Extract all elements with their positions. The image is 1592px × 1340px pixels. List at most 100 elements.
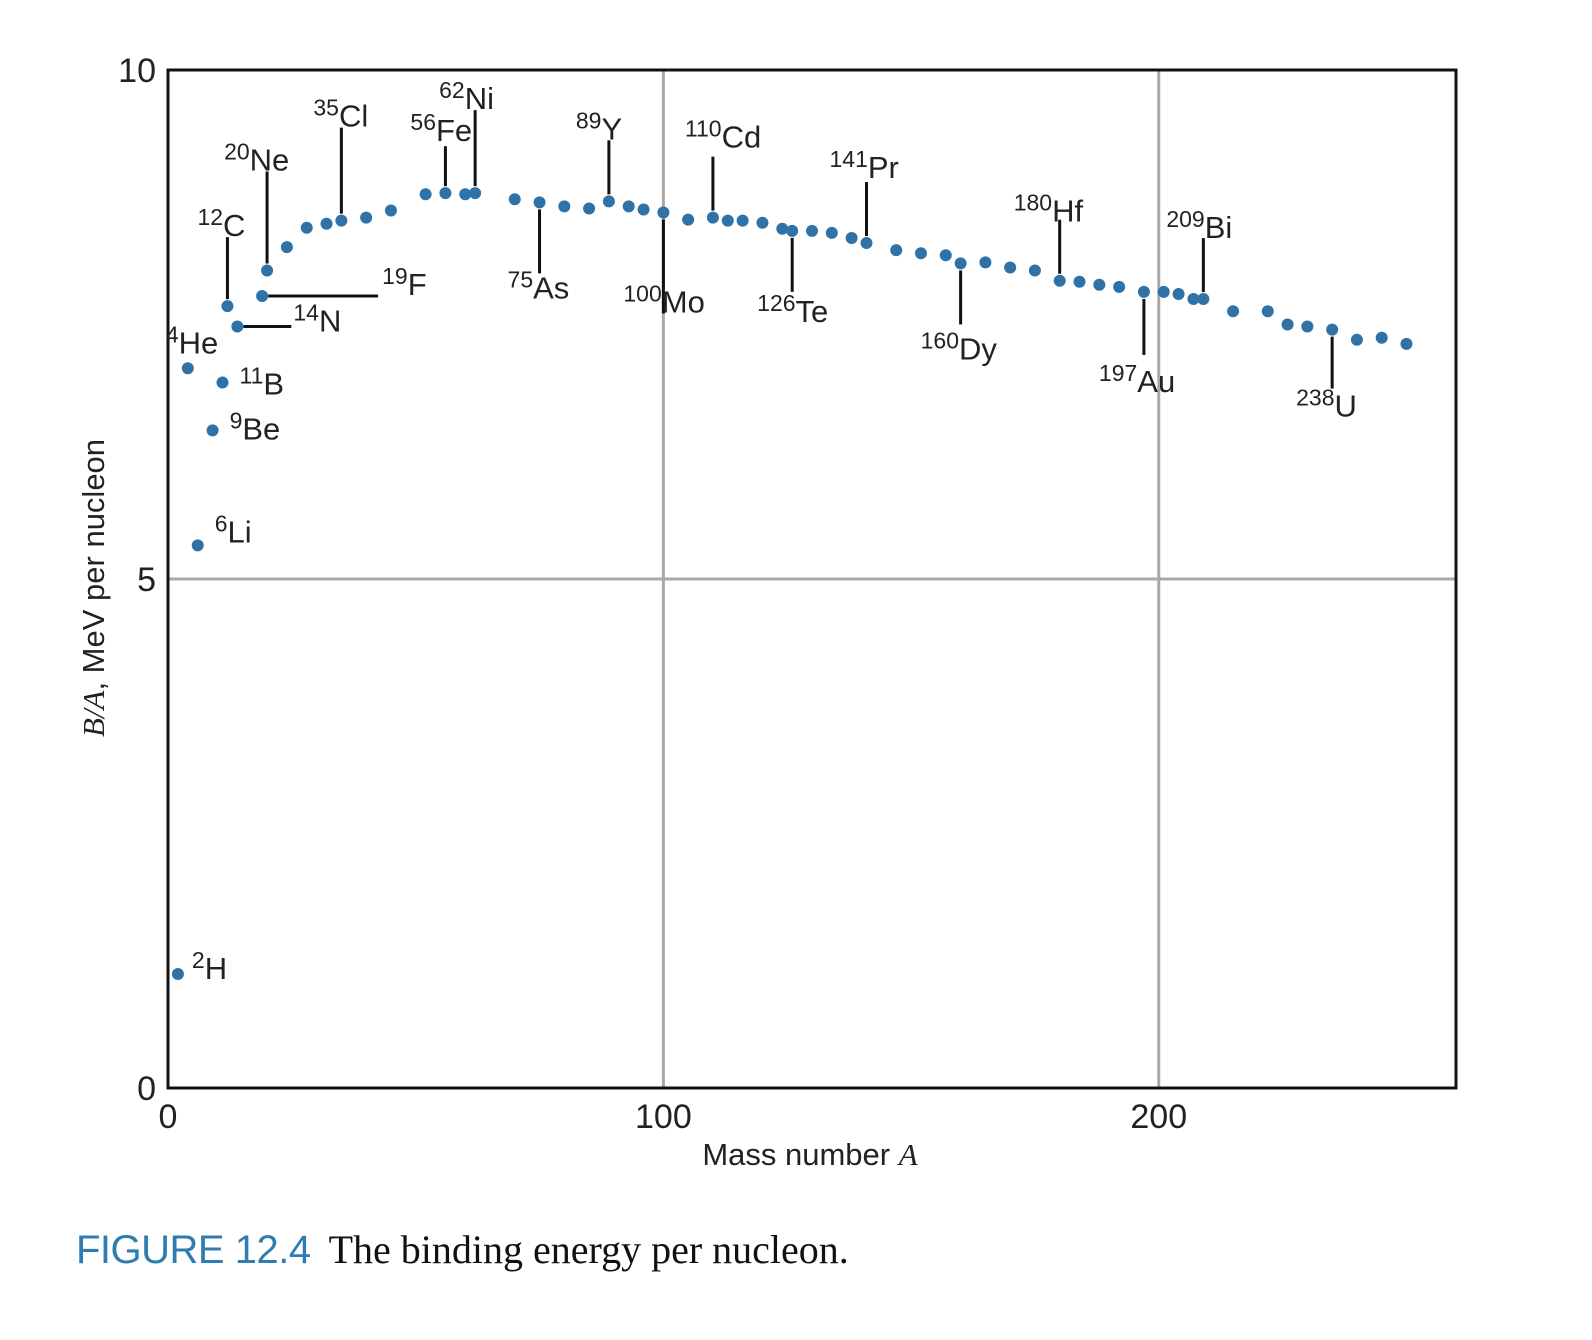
x-tick-label: 200	[1130, 1098, 1187, 1136]
nuclide-label-as: 75As	[508, 266, 570, 305]
data-point	[300, 221, 313, 234]
nuclide-label-b: 11B	[239, 363, 284, 402]
data-point	[459, 188, 472, 201]
data-point	[181, 362, 194, 375]
x-tick-label: 100	[635, 1098, 692, 1136]
nuclide-label-pr: 141Pr	[829, 146, 898, 185]
data-point	[637, 203, 650, 216]
nuclide-label-he: 4He	[166, 321, 218, 360]
data-point	[890, 244, 903, 257]
data-point	[231, 320, 244, 333]
nuclide-label-li: 6Li	[215, 510, 252, 549]
data-point	[1197, 293, 1210, 306]
x-axis-title: Mass number A	[702, 1137, 918, 1172]
data-point	[736, 214, 749, 227]
data-point	[216, 376, 229, 389]
data-point	[469, 187, 482, 200]
plot-frame	[166, 68, 1458, 1090]
data-point	[1281, 318, 1294, 331]
data-point	[954, 257, 967, 270]
figure-number: FIGURE 12.4	[76, 1228, 311, 1272]
data-point	[1227, 305, 1240, 318]
data-point	[360, 211, 373, 224]
nuclide-label-dy: 160Dy	[921, 327, 998, 366]
nuclide-label-y: 89Y	[576, 107, 622, 146]
data-point	[939, 249, 952, 262]
data-point	[721, 214, 734, 227]
grid-lines	[168, 70, 1456, 1088]
data-point	[439, 187, 452, 200]
nuclide-label-ne: 20Ne	[224, 139, 289, 178]
nuclide-label-f: 19F	[382, 263, 427, 302]
y-axis-title: B/A, MeV per nucleon	[76, 439, 111, 737]
data-point	[1301, 320, 1314, 333]
data-point	[1073, 275, 1086, 288]
data-point	[1350, 333, 1363, 346]
data-point	[280, 241, 293, 254]
figure-caption: FIGURE 12.4 The binding energy per nucleo…	[76, 1226, 849, 1273]
nuclide-label-fe: 56Fe	[410, 109, 472, 148]
data-points	[171, 187, 1413, 980]
nuclide-label-te: 126Te	[757, 290, 828, 329]
data-point	[221, 300, 234, 313]
data-point	[171, 967, 184, 980]
nuclide-label-cl: 35Cl	[313, 95, 368, 134]
data-point	[1113, 280, 1126, 293]
data-point	[860, 237, 873, 250]
data-point	[1375, 331, 1388, 344]
data-point	[1028, 264, 1041, 277]
y-tick-labels: 0 5 10	[118, 52, 156, 1108]
data-point	[622, 200, 635, 213]
data-point	[602, 195, 615, 208]
annotation-leader-lines	[225, 110, 1334, 389]
data-point	[1053, 274, 1066, 287]
nuclide-label-h: 2H	[192, 947, 227, 986]
data-point	[1004, 261, 1017, 274]
data-point	[261, 264, 274, 277]
y-tick-label: 10	[118, 52, 156, 90]
data-point	[335, 214, 348, 227]
caption-text: The binding energy per nucleon.	[328, 1227, 849, 1272]
data-point	[558, 200, 571, 213]
data-point	[825, 226, 838, 239]
data-point	[776, 222, 789, 235]
data-point	[1400, 337, 1413, 350]
nuclide-label-c: 12C	[197, 204, 245, 243]
nuclide-label-bi: 209Bi	[1166, 206, 1232, 245]
data-point	[1187, 293, 1200, 306]
y-tick-label: 5	[137, 561, 156, 599]
data-point	[845, 231, 858, 244]
data-point	[682, 213, 695, 226]
data-point	[256, 289, 269, 302]
data-point	[706, 211, 719, 224]
binding-energy-chart: 0 5 10 0 100 200 2H 4He 6Li 9Be 11B 12C 14N 19F 20Ne…	[76, 52, 1458, 1172]
data-point	[1326, 323, 1339, 336]
nuclide-label-ni: 62Ni	[439, 77, 494, 116]
data-point	[384, 204, 397, 217]
data-point	[786, 224, 799, 237]
nuclide-label-hf: 180Hf	[1014, 190, 1084, 229]
data-point	[914, 247, 927, 260]
data-point	[806, 224, 818, 237]
x-tick-labels: 0 100 200	[159, 1098, 1188, 1136]
data-point	[191, 539, 204, 552]
data-point	[1137, 285, 1150, 298]
nuclide-label-mo: 100Mo	[623, 281, 704, 320]
x-tick-label: 0	[159, 1098, 178, 1136]
y-tick-label: 0	[137, 1070, 156, 1108]
data-point	[1172, 287, 1185, 300]
data-point	[1261, 305, 1274, 318]
data-point	[979, 256, 992, 269]
nuclide-label-au: 197Au	[1099, 360, 1175, 399]
data-point	[533, 196, 546, 209]
data-point	[583, 202, 596, 215]
data-point	[206, 424, 219, 437]
data-point	[320, 217, 333, 230]
nuclide-label-be: 9Be	[230, 407, 281, 446]
nuclide-label-u: 238U	[1296, 385, 1357, 424]
nuclide-label-n: 14N	[293, 300, 341, 339]
data-point	[756, 216, 769, 229]
data-point	[1157, 285, 1170, 298]
data-point	[419, 188, 432, 201]
